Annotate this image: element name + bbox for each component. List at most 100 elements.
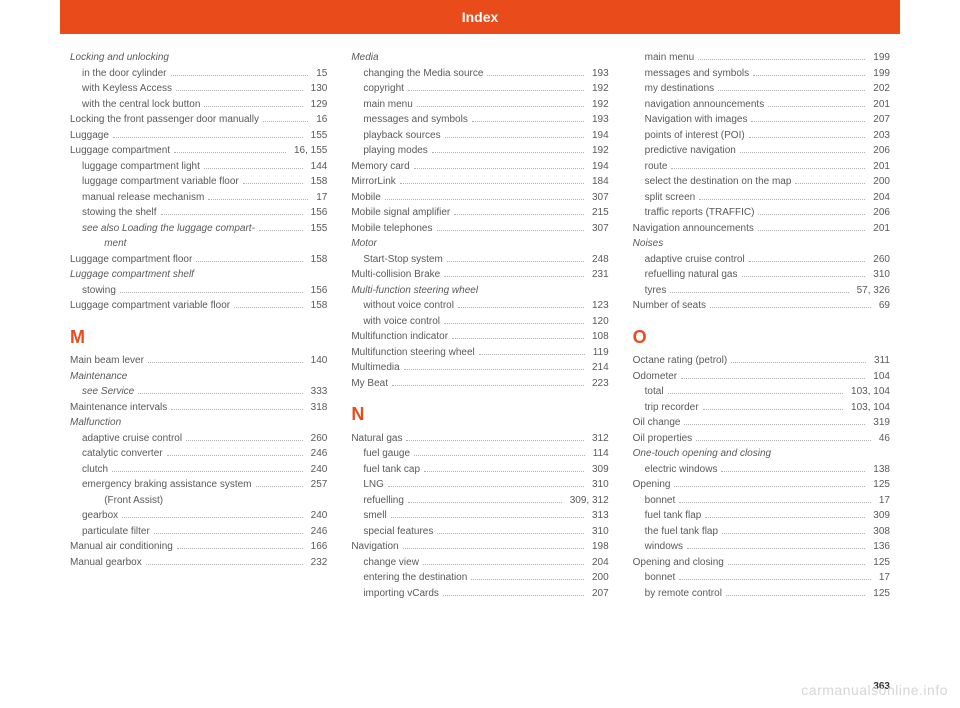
section-letter: N [351, 401, 608, 429]
entry-label: Multi-collision Brake [351, 267, 440, 283]
entry-page: 57, 326 [853, 283, 890, 299]
entry-page: 108 [588, 329, 609, 345]
leader-dots [414, 168, 584, 169]
entry-label: with the central lock button [70, 97, 200, 113]
entry-label: importing vCards [351, 586, 439, 602]
entry-label: Navigation [351, 539, 398, 555]
entry-label: adaptive cruise control [70, 431, 182, 447]
index-subentry: predictive navigation206 [633, 143, 890, 159]
entry-page: 231 [588, 267, 609, 283]
index-heading: Noises [633, 236, 890, 252]
index-subentry: main menu192 [351, 97, 608, 113]
leader-dots [679, 579, 871, 580]
entry-label: playback sources [351, 128, 440, 144]
entry-label: with voice control [351, 314, 440, 330]
entry-label: electric windows [633, 462, 718, 478]
index-subentry: trip recorder103, 104 [633, 400, 890, 416]
index-subentry: split screen204 [633, 190, 890, 206]
leader-dots [414, 455, 585, 456]
index-subentry: gearbox240 [70, 508, 327, 524]
entry-label: catalytic converter [70, 446, 163, 462]
entry-label: Luggage compartment shelf [70, 267, 194, 283]
index-subentry: changing the Media source193 [351, 66, 608, 82]
entry-label: special features [351, 524, 433, 540]
entry-page: 199 [869, 50, 890, 66]
entry-label: Oil properties [633, 431, 692, 447]
leader-dots [670, 292, 848, 293]
index-subentry: fuel gauge114 [351, 446, 608, 462]
entry-page: 158 [307, 252, 328, 268]
leader-dots [472, 121, 584, 122]
index-entry: Mobile telephones 307 [351, 221, 608, 237]
entry-label: fuel tank flap [633, 508, 702, 524]
leader-dots [406, 440, 584, 441]
index-entry: Luggage compartment16, 155 [70, 143, 327, 159]
entry-page: 260 [869, 252, 890, 268]
leader-dots [721, 471, 865, 472]
entry-page: 156 [307, 205, 328, 221]
entry-page: 192 [588, 143, 609, 159]
leader-dots [417, 106, 584, 107]
index-entry: Navigation198 [351, 539, 608, 555]
index-subentry: messages and symbols199 [633, 66, 890, 82]
entry-page: 193 [588, 66, 609, 82]
entry-label: adaptive cruise control [633, 252, 745, 268]
entry-page: 207 [588, 586, 609, 602]
index-subentry: stowing the shelf156 [70, 205, 327, 221]
index-subentry: points of interest (POI)203 [633, 128, 890, 144]
index-entry: Navigation announcements201 [633, 221, 890, 237]
entry-page: 207 [869, 112, 890, 128]
leader-dots [444, 323, 584, 324]
entry-label: without voice control [351, 298, 454, 314]
entry-page: 15 [312, 66, 327, 82]
entry-label: Octane rating (petrol) [633, 353, 728, 369]
entry-label: Manual air conditioning [70, 539, 173, 555]
index-subentry: smell313 [351, 508, 608, 524]
entry-label: Locking and unlocking [70, 50, 169, 66]
entry-page: 215 [588, 205, 609, 221]
entry-label: total [633, 384, 664, 400]
entry-page: 194 [588, 159, 609, 175]
entry-label: luggage compartment variable floor [70, 174, 239, 190]
entry-page: 155 [307, 221, 328, 237]
index-subentry: the fuel tank flap308 [633, 524, 890, 540]
entry-label: Malfunction [70, 415, 121, 431]
index-column-1: Locking and unlockingin the door cylinde… [70, 50, 327, 678]
leader-dots [674, 486, 865, 487]
entry-label: copyright [351, 81, 404, 97]
entry-label: by remote control [633, 586, 722, 602]
entry-label: Mobile telephones [351, 221, 432, 237]
entry-label: bonnet [633, 493, 676, 509]
index-subentry: windows136 [633, 539, 890, 555]
entry-page: 114 [589, 446, 609, 462]
index-subentry: without voice control123 [351, 298, 608, 314]
leader-dots [138, 393, 302, 394]
entry-page: 204 [869, 190, 890, 206]
entry-page: 46 [875, 431, 890, 447]
leader-dots [710, 307, 871, 308]
entry-label: Oil change [633, 415, 681, 431]
entry-page: 307 [588, 221, 609, 237]
entry-page: 318 [307, 400, 328, 416]
entry-label: route [633, 159, 668, 175]
index-subentry: playback sources194 [351, 128, 608, 144]
index-heading: Malfunction [70, 415, 327, 431]
index-entry: Number of seats69 [633, 298, 890, 314]
leader-dots [487, 75, 584, 76]
entry-label: main menu [351, 97, 412, 113]
index-subentry: catalytic converter246 [70, 446, 327, 462]
index-subentry: particulate filter246 [70, 524, 327, 540]
leader-dots [753, 75, 865, 76]
entry-label: Mobile signal amplifier [351, 205, 450, 221]
entry-page: 103, 104 [847, 384, 890, 400]
entry-label: refuelling [351, 493, 404, 509]
index-heading: Maintenance [70, 369, 327, 385]
leader-dots [171, 409, 302, 410]
leader-dots [471, 579, 584, 580]
entry-label: Motor [351, 236, 377, 252]
entry-page: 16 [312, 112, 327, 128]
entry-page: 136 [869, 539, 890, 555]
index-entry: Odometer104 [633, 369, 890, 385]
entry-label: Luggage compartment [70, 143, 170, 159]
leader-dots [161, 214, 303, 215]
